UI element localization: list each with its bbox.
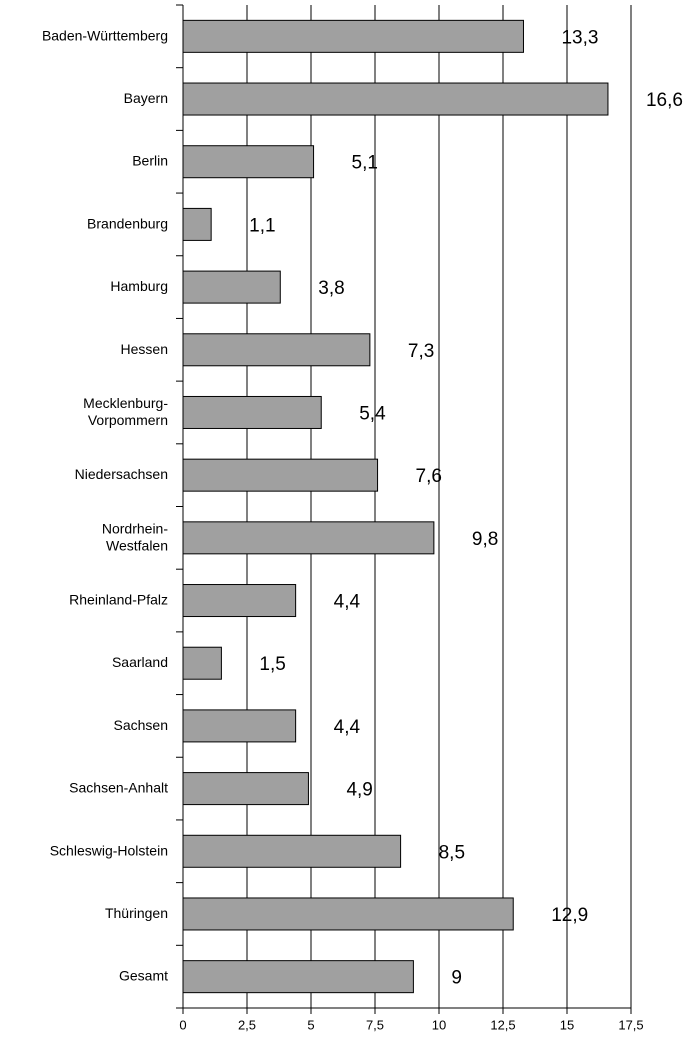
- value-label: 5,4: [359, 403, 386, 424]
- y-tick-label: Sachsen-Anhalt: [69, 779, 168, 795]
- value-label: 9,8: [472, 529, 498, 550]
- x-tick-label: 5: [307, 1017, 314, 1032]
- y-tick-label: Schleswig-Holstein: [50, 842, 168, 858]
- bar: [182, 333, 371, 367]
- value-label: 12,9: [551, 905, 588, 926]
- y-tick-label: Thüringen: [105, 905, 168, 921]
- bar: [182, 709, 297, 743]
- bar: [182, 646, 222, 680]
- value-label: 8,5: [439, 842, 465, 863]
- bar: [182, 145, 315, 179]
- bar: [182, 521, 435, 555]
- value-label: 3,8: [318, 278, 344, 299]
- bar: [182, 960, 414, 994]
- bar: [182, 395, 322, 429]
- y-tick-label: Nordrhein-Westfalen: [102, 520, 168, 553]
- y-tick-label: Niedersachsen: [75, 466, 168, 482]
- bar: [182, 82, 609, 116]
- x-tick-label: 15: [560, 1017, 574, 1032]
- value-label: 9: [451, 968, 462, 989]
- value-label: 4,9: [346, 780, 372, 801]
- y-tick-label: Brandenburg: [87, 215, 168, 231]
- x-tick-label: 7,5: [366, 1017, 384, 1032]
- value-label: 1,5: [259, 654, 285, 675]
- value-label: 4,4: [334, 717, 361, 738]
- y-tick-label: Mecklenburg-Vorpommern: [83, 395, 168, 428]
- bar: [182, 458, 379, 492]
- y-tick-label: Berlin: [132, 152, 168, 168]
- y-tick-label: Hamburg: [110, 278, 168, 294]
- value-label: 5,1: [352, 153, 378, 174]
- value-label: 13,3: [561, 27, 598, 48]
- x-tick-label: 17,5: [618, 1017, 643, 1032]
- value-label: 16,6: [646, 90, 683, 111]
- y-tick-label: Baden-Württemberg: [42, 27, 168, 43]
- x-tick-label: 2,5: [238, 1017, 256, 1032]
- y-tick-label: Sachsen: [114, 717, 168, 733]
- y-tick-label: Hessen: [121, 340, 168, 356]
- y-tick-label: Saarland: [112, 654, 168, 670]
- y-tick-label: Rheinland-Pfalz: [69, 591, 168, 607]
- x-tick-label: 0: [179, 1017, 186, 1032]
- bar: [182, 772, 309, 806]
- value-label: 7,6: [416, 466, 442, 487]
- bar: [182, 834, 402, 868]
- value-label: 7,3: [408, 341, 434, 362]
- bar: [182, 584, 297, 618]
- x-tick-label: 10: [432, 1017, 446, 1032]
- x-tick-label: 12,5: [490, 1017, 515, 1032]
- y-tick-label: Gesamt: [119, 967, 168, 983]
- bar: [182, 19, 524, 53]
- y-tick-label: Bayern: [124, 90, 168, 106]
- value-label: 1,1: [249, 215, 275, 236]
- bar: [182, 207, 212, 241]
- bar: [182, 270, 281, 304]
- bar: [182, 897, 514, 931]
- value-label: 4,4: [334, 592, 361, 613]
